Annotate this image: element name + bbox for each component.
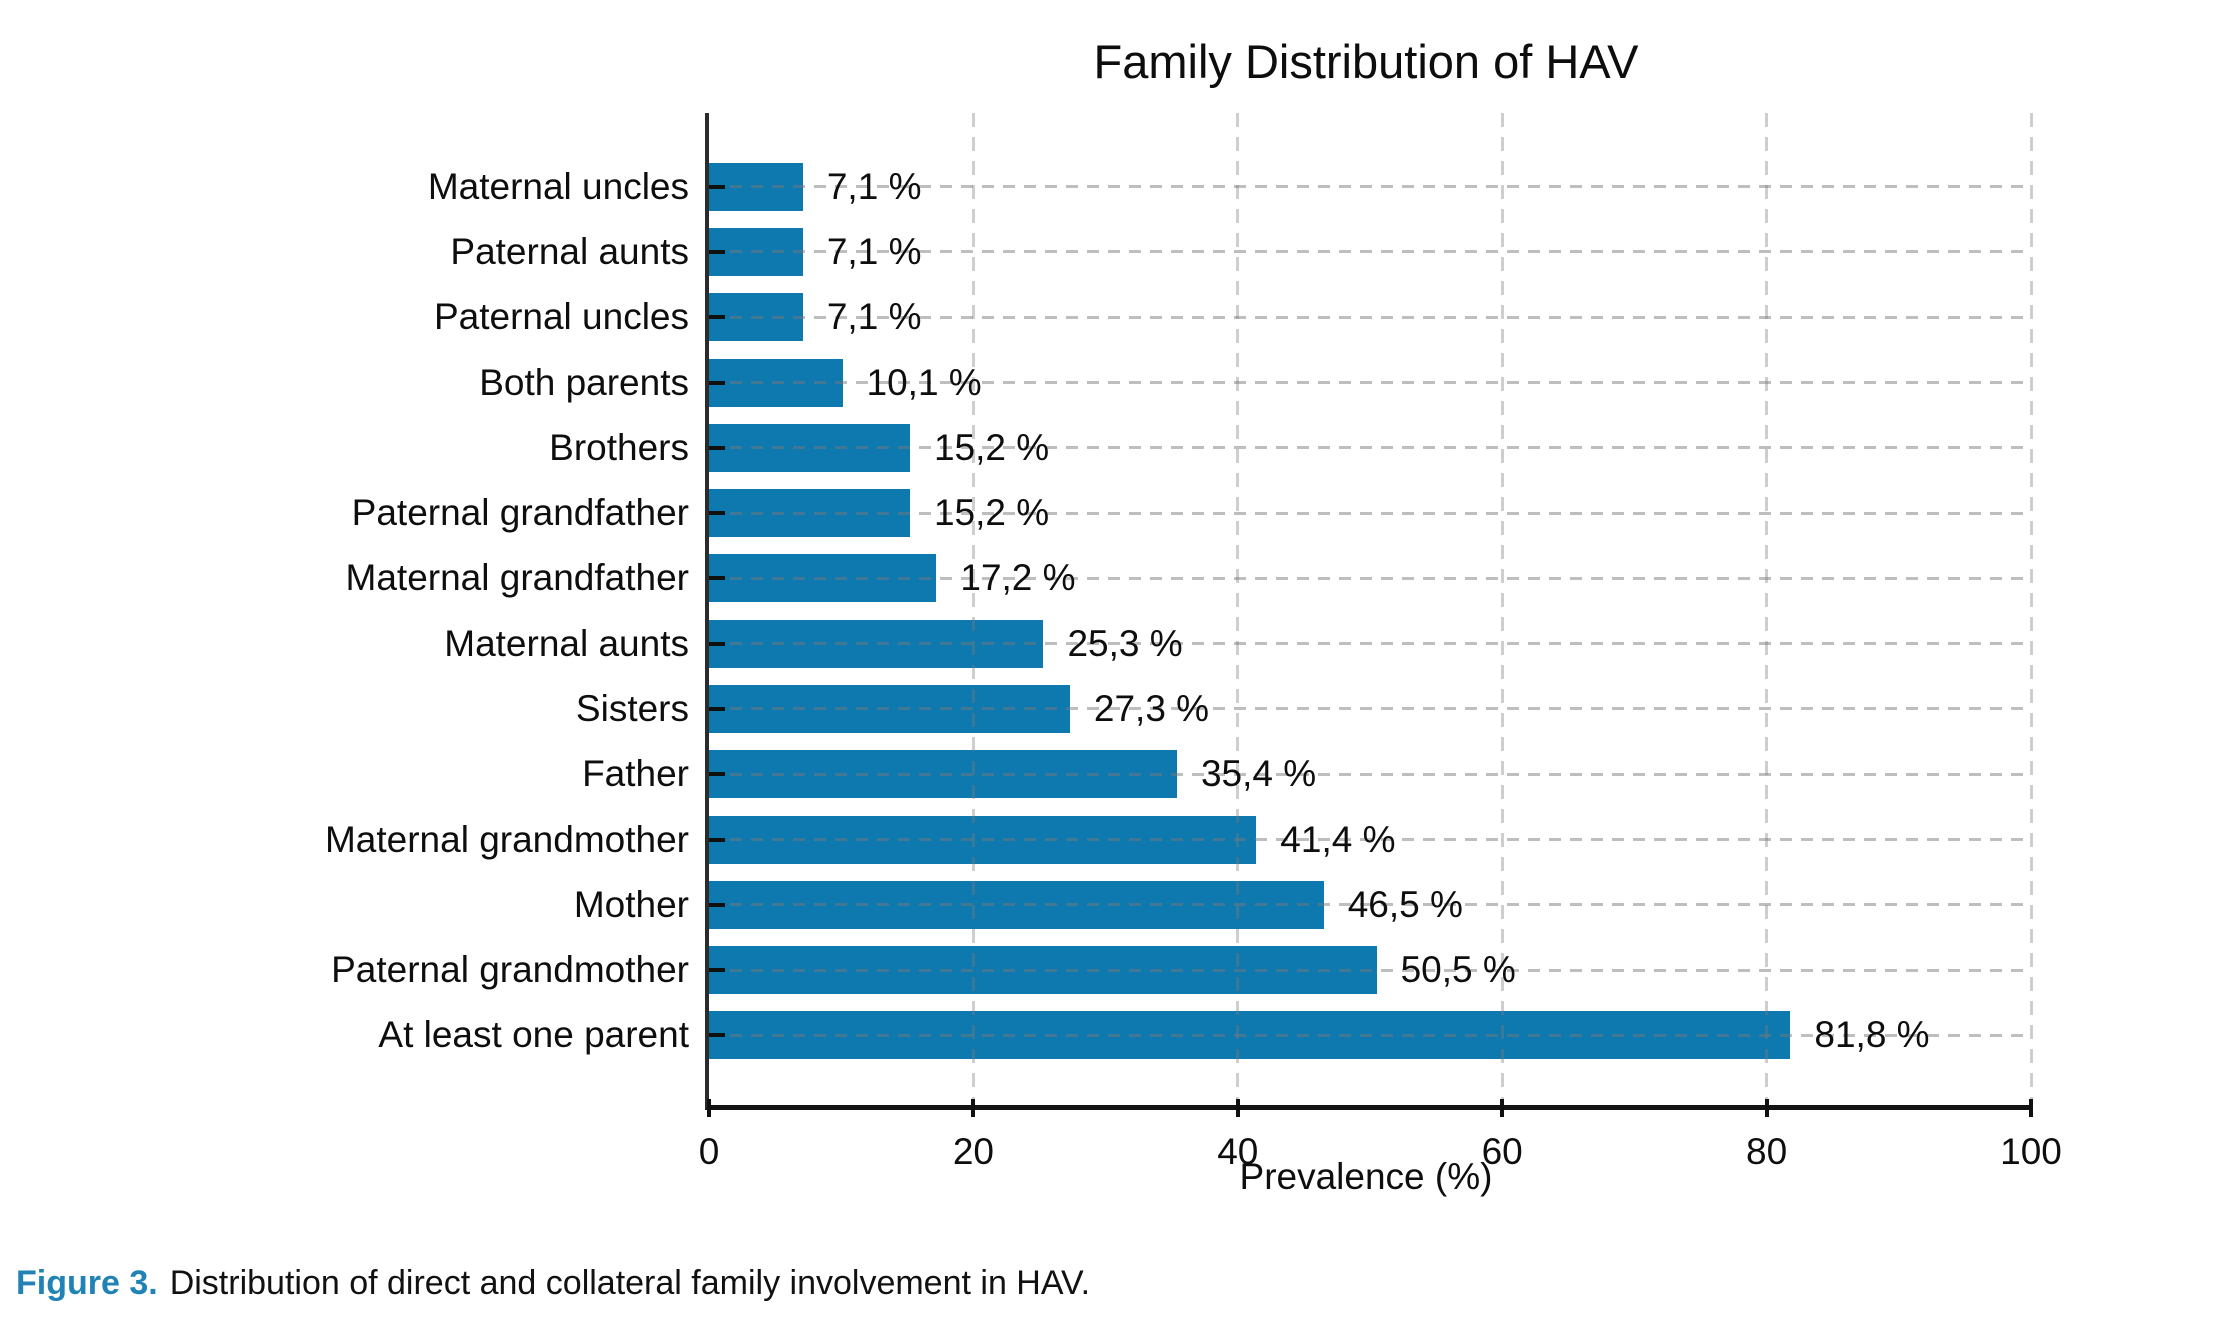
- y-axis-tick: [709, 315, 725, 320]
- value-label: 10,1 %: [866, 361, 982, 403]
- bar: [709, 750, 1177, 799]
- x-tick-label: 100: [2000, 1131, 2062, 1172]
- value-label: 17,2 %: [960, 557, 1076, 599]
- h-gridline: [709, 772, 2031, 776]
- category-label: Paternal grandfather: [351, 492, 689, 534]
- x-axis-tick: [1235, 1099, 1240, 1117]
- x-tick-label: 60: [1481, 1131, 1523, 1172]
- h-gridline: [709, 315, 2031, 319]
- v-gridline: [2029, 113, 2033, 1105]
- bar: [709, 619, 1044, 668]
- value-label: 50,5 %: [1400, 949, 1516, 991]
- y-axis-tick: [709, 1033, 725, 1038]
- h-gridline: [709, 185, 2031, 189]
- y-axis-tick: [709, 576, 725, 581]
- x-axis-tick: [707, 1099, 711, 1117]
- category-label: Paternal aunts: [450, 230, 689, 272]
- h-gridline: [709, 511, 2031, 515]
- bar: [709, 1011, 1791, 1060]
- y-axis-tick: [709, 511, 725, 516]
- value-label: 46,5 %: [1347, 883, 1463, 925]
- bar: [709, 815, 1257, 864]
- h-gridline: [709, 642, 2031, 646]
- figure-caption-text: Distribution of direct and collateral fa…: [169, 1264, 1091, 1302]
- x-tick-label: 80: [1746, 1131, 1788, 1172]
- x-axis-tick: [971, 1099, 976, 1117]
- x-axis-tick: [2029, 1099, 2033, 1117]
- figure-caption: Figure 3. Distribution of direct and coll…: [16, 1264, 1090, 1303]
- x-tick-label: 20: [952, 1131, 994, 1172]
- value-label: 25,3 %: [1067, 622, 1183, 664]
- value-label: 81,8 %: [1814, 1014, 1930, 1056]
- h-gridline: [709, 446, 2031, 450]
- y-axis-tick: [709, 184, 725, 189]
- bar: [709, 554, 937, 603]
- v-gridline: [1236, 113, 1240, 1105]
- x-axis-tick: [1764, 1099, 1769, 1117]
- chart-title: Family Distribution of HAV: [1093, 35, 1639, 88]
- h-gridline: [709, 1033, 2031, 1037]
- bar: [709, 880, 1324, 929]
- value-label: 7,1 %: [826, 230, 922, 272]
- h-gridline: [709, 968, 2031, 972]
- y-axis-tick: [709, 837, 725, 842]
- x-axis-tick: [1500, 1099, 1505, 1117]
- y-axis-tick: [709, 249, 725, 254]
- category-label: Both parents: [479, 361, 689, 403]
- h-gridline: [709, 838, 2031, 841]
- v-gridline: [971, 113, 975, 1105]
- value-label: 7,1 %: [826, 165, 922, 207]
- value-label: 15,2 %: [933, 426, 1050, 468]
- category-label: Paternal uncles: [433, 296, 689, 338]
- plot-area: Maternal uncles 7,1 % Paternal aunts 7,1 % P…: [325, 113, 2062, 1172]
- value-label: 41,4 %: [1280, 818, 1396, 860]
- bar: [709, 358, 843, 407]
- x-axis-label: Prevalence (%): [1239, 1156, 1493, 1197]
- category-label: Maternal grandfather: [345, 557, 689, 599]
- h-gridline: [709, 576, 2031, 580]
- v-gridline: [1500, 113, 1504, 1105]
- value-label: 7,1 %: [826, 296, 922, 338]
- h-gridline: [709, 381, 2031, 384]
- category-label: Mother: [573, 883, 689, 925]
- bar: [709, 489, 910, 538]
- category-label: Brothers: [549, 426, 689, 468]
- category-label: Sisters: [575, 687, 689, 729]
- h-gridline: [709, 707, 2031, 711]
- h-gridline: [709, 903, 2031, 907]
- bar: [709, 946, 1377, 995]
- v-gridline: [1765, 113, 1769, 1105]
- category-label: Maternal aunts: [444, 622, 689, 664]
- h-gridline: [709, 250, 2031, 254]
- category-label: Maternal grandmother: [324, 818, 689, 860]
- category-label: At least one parent: [378, 1014, 689, 1056]
- value-label: 27,3 %: [1093, 687, 1210, 729]
- category-label: Father: [582, 753, 689, 795]
- figure-caption-label: Figure 3.: [16, 1264, 158, 1302]
- x-tick-label: 40: [1217, 1131, 1259, 1172]
- y-axis-tick: [709, 706, 725, 711]
- category-label: Maternal uncles: [427, 165, 689, 207]
- bar: [709, 423, 910, 472]
- y-axis-tick: [709, 641, 725, 646]
- y-axis-tick: [709, 380, 725, 385]
- bar: [709, 684, 1070, 733]
- y-axis-tick: [709, 968, 725, 973]
- x-tick-label: 0: [698, 1131, 720, 1172]
- y-axis-tick: [709, 445, 725, 450]
- category-label: Paternal grandmother: [331, 949, 689, 991]
- y-axis-tick: [709, 902, 725, 907]
- value-label: 15,2 %: [933, 492, 1050, 534]
- value-label: 35,4 %: [1200, 753, 1317, 795]
- y-axis-tick: [709, 772, 725, 777]
